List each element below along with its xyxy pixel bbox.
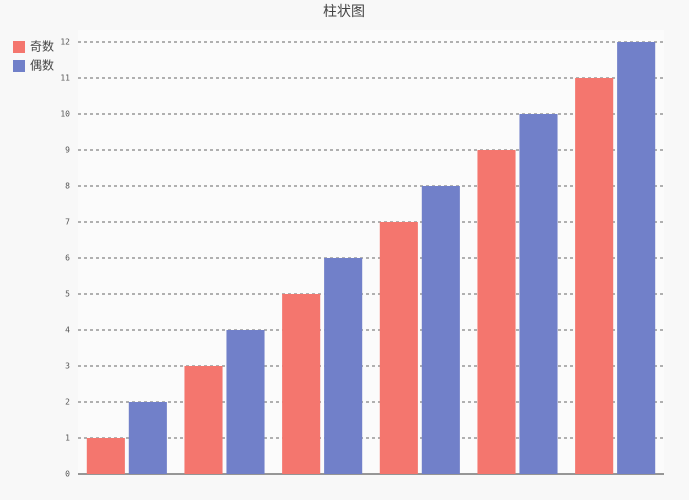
- bar: [226, 330, 265, 474]
- bar: [184, 366, 223, 474]
- bar: [575, 78, 614, 474]
- bar: [282, 294, 321, 474]
- y-tick-label: 10: [60, 110, 70, 119]
- bar: [324, 258, 363, 474]
- legend-swatch: [13, 41, 25, 53]
- bar: [477, 150, 516, 474]
- y-tick-label: 8: [65, 182, 70, 191]
- bar: [617, 42, 656, 474]
- bar: [519, 114, 558, 474]
- bar: [421, 186, 460, 474]
- y-tick-label: 12: [60, 38, 70, 47]
- y-tick-label: 2: [65, 398, 70, 407]
- bar: [86, 438, 125, 474]
- bar: [379, 222, 418, 474]
- legend-label: 偶数: [30, 58, 54, 73]
- legend-swatch: [13, 60, 25, 72]
- legend-label: 奇数: [30, 39, 54, 54]
- y-tick-label: 7: [65, 218, 70, 227]
- plot-area: [78, 30, 664, 474]
- chart-title: 柱状图: [323, 4, 365, 20]
- y-tick-label: 5: [65, 290, 70, 299]
- y-tick-label: 3: [65, 362, 70, 371]
- y-tick-label: 4: [65, 326, 70, 335]
- y-tick-label: 0: [65, 470, 70, 479]
- y-tick-label: 1: [65, 434, 70, 443]
- y-tick-label: 9: [65, 146, 70, 155]
- bar: [128, 402, 167, 474]
- y-tick-label: 11: [60, 74, 70, 83]
- y-tick-label: 6: [65, 254, 70, 263]
